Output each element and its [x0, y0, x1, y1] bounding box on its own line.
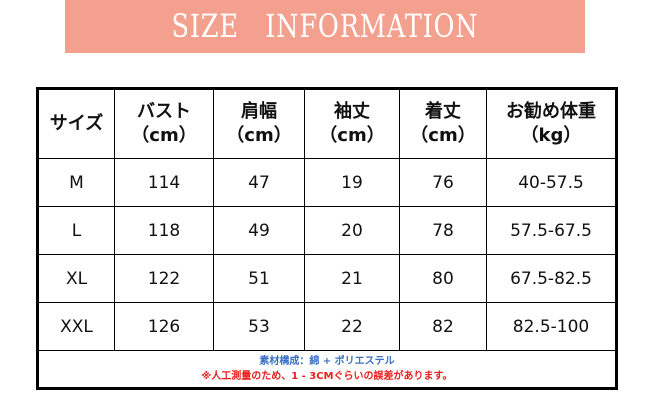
header-text: （cm） — [131, 125, 197, 146]
table-cell: 51 — [213, 254, 305, 303]
banner-title: SIZE INFORMATION — [65, 0, 585, 53]
table-cell: 22 — [304, 302, 400, 351]
table-cell: 49 — [213, 206, 305, 255]
material-note: 素材構成：綿 + ポリエステル — [259, 356, 395, 367]
table-cell: 47 — [213, 158, 305, 207]
column-header: 袖丈 （cm） — [304, 88, 400, 159]
table-row: L 118 49 20 78 57.5-67.5 — [37, 206, 617, 255]
table-cell: 53 — [213, 302, 305, 351]
table-row: XL 122 51 21 80 67.5-82.5 — [37, 254, 617, 303]
column-header: 着丈 （cm） — [399, 88, 487, 159]
header-text: 肩幅 — [241, 101, 277, 122]
disclaimer-note: ※人工測量のため、1 - 3CMぐらいの誤差があります。 — [201, 371, 453, 382]
table-cell: 82.5-100 — [486, 302, 617, 351]
table-cell: 118 — [114, 206, 214, 255]
table-cell: 40-57.5 — [486, 158, 617, 207]
notes-cell: 素材構成：綿 + ポリエステル ※人工測量のため、1 - 3CMぐらいの誤差があ… — [37, 350, 617, 389]
table-cell: XL — [37, 254, 115, 303]
header-text: 着丈 — [425, 101, 461, 122]
table-cell: L — [37, 206, 115, 255]
table-cell: 82 — [399, 302, 487, 351]
table-cell: 57.5-67.5 — [486, 206, 617, 255]
column-header: お勧め体重 （kg） — [486, 88, 617, 159]
table-cell: 21 — [304, 254, 400, 303]
table-cell: 20 — [304, 206, 400, 255]
header-text: （cm） — [226, 125, 292, 146]
table-row: M 114 47 19 76 40-57.5 — [37, 158, 617, 207]
header-text: お勧め体重 — [506, 101, 596, 122]
header-text: 袖丈 — [334, 101, 370, 122]
table-cell: 114 — [114, 158, 214, 207]
table-cell: 80 — [399, 254, 487, 303]
table-cell: M — [37, 158, 115, 207]
table-cell: XXL — [37, 302, 115, 351]
table-cell: 78 — [399, 206, 487, 255]
column-header: 肩幅 （cm） — [213, 88, 305, 159]
column-header: バスト （cm） — [114, 88, 214, 159]
header-text: （cm） — [410, 125, 476, 146]
column-header: サイズ — [37, 88, 115, 159]
header-text: サイズ — [49, 113, 104, 134]
table-cell: 122 — [114, 254, 214, 303]
header-text: （kg） — [520, 125, 582, 146]
table-cell: 19 — [304, 158, 400, 207]
table-cell: 126 — [114, 302, 214, 351]
header-row: サイズ バスト （cm） 肩幅 （cm） 袖丈 （cm） 着丈 （cm） お勧め体重 （kg） — [37, 88, 617, 159]
header-text: （cm） — [319, 125, 385, 146]
table-row: XXL 126 53 22 82 82.5-100 — [37, 302, 617, 351]
table-cell: 76 — [399, 158, 487, 207]
table-cell: 67.5-82.5 — [486, 254, 617, 303]
header-text: バスト — [137, 101, 191, 122]
